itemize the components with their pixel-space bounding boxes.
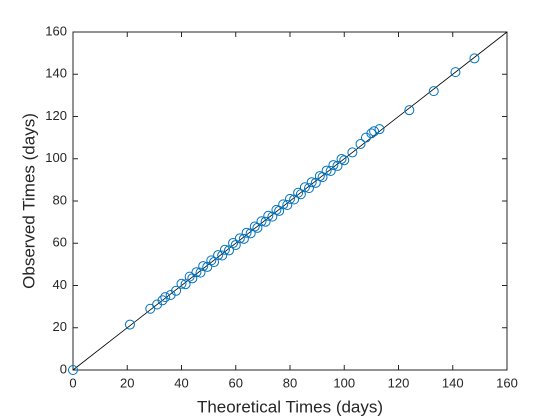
y-tick-label: 40 [53,277,67,292]
y-tick-label: 140 [45,66,67,81]
point [404,105,415,116]
x-tick-label: 120 [388,375,410,390]
x-tick-label: 160 [496,375,518,390]
x-tick-label: 80 [283,375,297,390]
point [249,221,260,232]
point [260,216,271,227]
point [374,124,385,135]
point [306,177,317,188]
point [278,199,289,210]
point [336,153,347,164]
point [321,165,332,176]
point [176,278,187,289]
y-tick-label: 20 [53,319,67,334]
point [428,86,439,97]
x-tick-label: 60 [229,375,243,390]
point [263,210,274,221]
point [195,267,206,278]
point [206,255,217,266]
point [469,53,480,64]
point [160,292,171,303]
point [293,187,304,198]
y-axis-label: Observed Times (days) [19,113,38,289]
y-tick-label: 160 [45,23,67,38]
point [124,319,135,330]
point [228,238,239,249]
x-tick-label: 40 [174,375,188,390]
y-tick-label: 100 [45,150,67,165]
y-tick-label: 0 [60,361,67,376]
y-tick-label: 120 [45,108,67,123]
y-tick-label: 60 [53,235,67,250]
point [328,160,339,171]
point [285,193,295,204]
x-tick-label: 100 [333,375,355,390]
point [234,233,245,244]
point [171,285,182,296]
point [68,365,78,375]
point [191,267,202,278]
point [450,67,461,78]
point [238,233,249,244]
point [339,155,350,166]
x-tick-label: 140 [442,375,464,390]
x-tick-label: 20 [120,375,134,390]
point [355,138,366,149]
point [217,250,228,261]
point [180,279,191,290]
point [219,244,230,255]
point [213,250,224,261]
axes-box [72,31,508,371]
point [369,126,380,137]
point [198,261,209,272]
x-tick-label: 0 [69,375,76,390]
x-axis-label: Theoretical Times (days) [197,397,383,416]
point [299,182,310,193]
point [366,128,377,139]
point [347,147,358,158]
point [325,166,336,177]
point [282,200,293,211]
point [256,216,267,227]
point [157,295,168,306]
point [303,183,314,194]
point [241,227,252,238]
y-tick-label: 80 [53,192,67,207]
